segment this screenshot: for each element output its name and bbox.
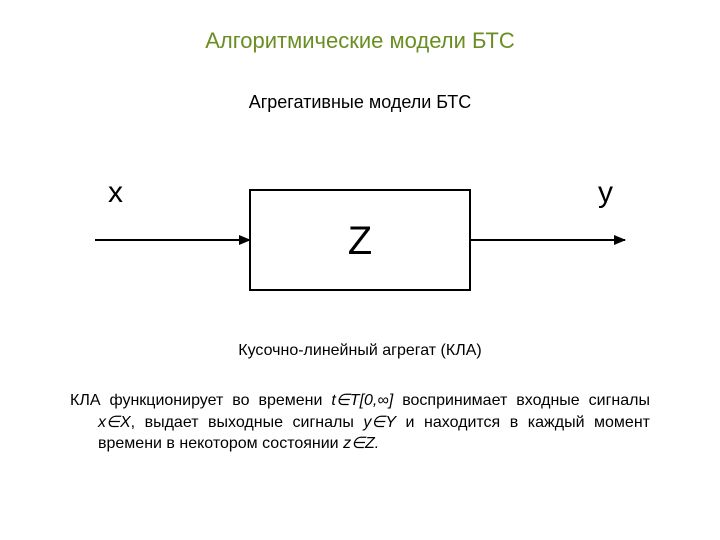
in-3: ∈ <box>371 414 385 431</box>
in-2: ∈ <box>106 414 120 431</box>
block-diagram: x Z y <box>0 160 720 330</box>
var-x: x <box>98 414 106 431</box>
input-label-x: x <box>108 176 123 209</box>
slide: Алгоритмические модели БТС Агрегативные … <box>0 0 720 540</box>
in-4: ∈ <box>351 435 365 452</box>
set-z: Z. <box>365 435 379 452</box>
diagram-svg: x Z y <box>0 160 720 330</box>
body-seg1: функционирует во времени <box>109 392 331 409</box>
var-z: z <box>343 435 351 452</box>
set-x: X <box>120 414 131 431</box>
page-title: Алгоритмические модели БТС <box>0 28 720 54</box>
box-label-z: Z <box>348 219 372 263</box>
subtitle: Агрегативные модели БТС <box>0 92 720 113</box>
body-seg2: воспринимает входные сигналы <box>393 392 650 409</box>
body-seg3: , выдает выходные сигналы <box>131 414 364 431</box>
in-1: ∈ <box>336 392 350 409</box>
body-prefix: КЛА <box>70 392 109 409</box>
diagram-caption: Кусочно-линейный агрегат (КЛА) <box>0 342 720 360</box>
set-y: Y <box>385 414 396 431</box>
output-label-y: y <box>598 176 613 209</box>
set-t: T[0,∞] <box>350 392 393 409</box>
body-paragraph: КЛА функционирует во времени t∈T[0,∞] во… <box>70 390 650 455</box>
